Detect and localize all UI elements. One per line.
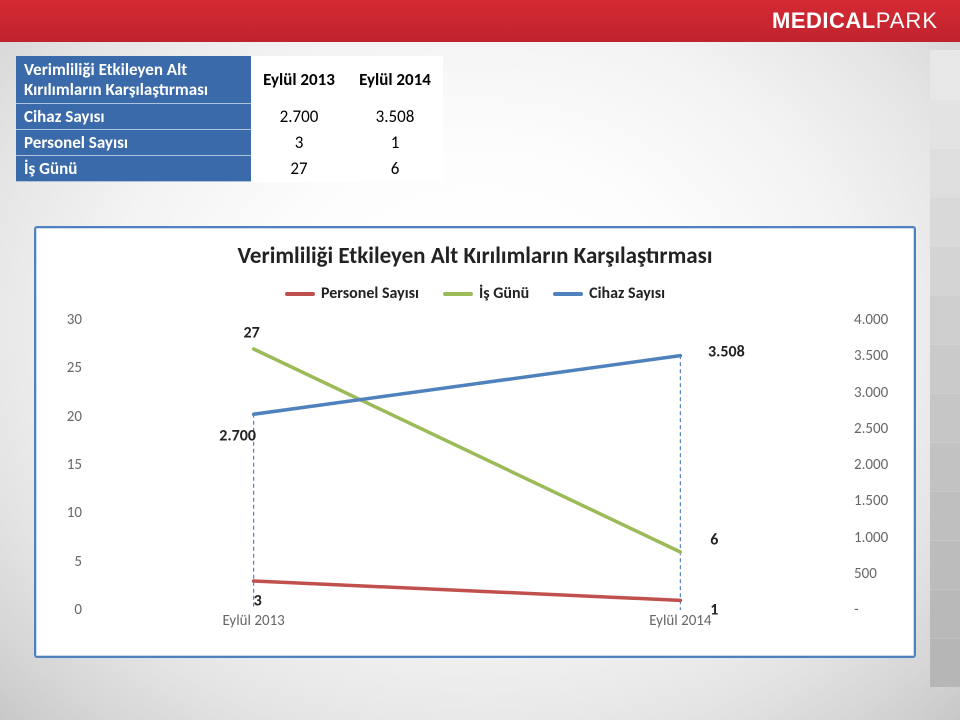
y-left-tick: 25 [34,359,82,377]
legend-swatch [553,292,583,296]
legend-swatch [285,292,315,296]
row-val: 27 [251,156,347,182]
y-axis-left: 051015202530 [38,320,86,610]
brand-thin: PARK [876,8,938,33]
chart-box: Verimliliği Etkileyen Alt Kırılımların K… [34,226,916,658]
legend-label: İş Günü [479,284,529,303]
y-axis-right: -5001.0001.5002.0002.5003.0003.5004.000 [850,320,910,610]
legend-item-isgunu: İş Günü [443,284,529,303]
y-right-tick: 2.000 [854,456,914,474]
chart-title: Verimliliği Etkileyen Alt Kırılımların K… [36,228,914,270]
x-axis: Eylül 2013 Eylül 2014 [86,612,848,636]
table-header-row: Verimliliği Etkileyen Alt Kırılımların K… [16,56,443,104]
table-row: İş Günü 27 6 [16,156,443,182]
side-stripe [930,50,960,687]
row-val: 3 [251,130,347,156]
row-label: İş Günü [16,156,251,182]
chart-legend: Personel Sayısı İş Günü Cihaz Sayısı [36,284,914,303]
row-val: 2.700 [251,104,347,130]
y-right-tick: 1.000 [854,529,914,547]
brand-bold: MEDICAL [772,8,876,33]
row-val: 3.508 [347,104,443,130]
legend-label: Personel Sayısı [321,284,419,303]
row-label: Personel Sayısı [16,130,251,156]
legend-item-cihaz: Cihaz Sayısı [553,284,665,303]
y-right-tick: - [854,601,914,619]
row-label: Cihaz Sayısı [16,104,251,130]
table-row: Cihaz Sayısı 2.700 3.508 [16,104,443,130]
x-tick: Eylül 2013 [222,612,284,630]
table-col-1: Eylül 2014 [347,56,443,104]
y-left-tick: 30 [34,311,82,329]
brand-logo: MEDICALPARK [772,8,938,34]
topbar: MEDICALPARK [0,0,960,42]
table-col-0: Eylül 2013 [251,56,347,104]
slide: MEDICALPARK Verimliliği Etkileyen Alt Kı… [0,0,960,720]
y-right-tick: 2.500 [854,420,914,438]
y-left-tick: 5 [34,553,82,571]
row-val: 6 [347,156,443,182]
table-header-label: Verimliliği Etkileyen Alt Kırılımların K… [16,56,251,104]
y-left-tick: 20 [34,408,82,426]
plot-area: 051015202530 -5001.0001.5002.0002.5003.0… [86,320,848,610]
row-val: 1 [347,130,443,156]
y-right-tick: 3.500 [854,347,914,365]
y-right-tick: 3.000 [854,384,914,402]
data-table: Verimliliği Etkileyen Alt Kırılımların K… [16,56,443,182]
y-left-tick: 15 [34,456,82,474]
y-left-tick: 10 [34,504,82,522]
y-right-tick: 4.000 [854,311,914,329]
table-row: Personel Sayısı 3 1 [16,130,443,156]
y-right-tick: 1.500 [854,492,914,510]
x-tick: Eylül 2014 [649,612,711,630]
y-right-tick: 500 [854,565,914,583]
legend-item-personel: Personel Sayısı [285,284,419,303]
y-left-tick: 0 [34,601,82,619]
legend-swatch [443,292,473,296]
legend-label: Cihaz Sayısı [589,284,665,303]
plot-svg [86,320,848,610]
